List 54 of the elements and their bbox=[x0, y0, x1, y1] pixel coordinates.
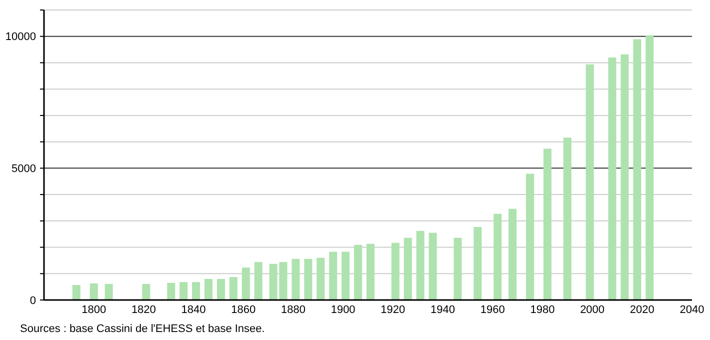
y-tick-label: 10000 bbox=[5, 31, 36, 44]
bar bbox=[72, 284, 80, 300]
bar bbox=[494, 214, 502, 300]
x-tick-label: 1860 bbox=[231, 304, 256, 316]
bar bbox=[167, 282, 176, 300]
bar bbox=[404, 238, 412, 300]
bar bbox=[508, 208, 517, 300]
bar bbox=[204, 278, 212, 300]
bar bbox=[428, 232, 437, 300]
bar bbox=[269, 264, 278, 300]
x-tick-label: 1820 bbox=[131, 304, 156, 316]
bar bbox=[474, 226, 482, 300]
bar bbox=[329, 252, 338, 300]
bar bbox=[543, 148, 552, 300]
bar bbox=[391, 242, 400, 300]
y-tick-label: 5000 bbox=[12, 163, 36, 176]
bar bbox=[292, 258, 300, 300]
x-tick-label: 1840 bbox=[181, 304, 206, 316]
bar bbox=[142, 284, 150, 300]
bar bbox=[304, 258, 312, 300]
x-tick-label: 2040 bbox=[680, 304, 704, 316]
bar bbox=[254, 262, 262, 300]
bar bbox=[646, 35, 654, 300]
bar bbox=[620, 54, 629, 300]
bar bbox=[416, 230, 424, 300]
bar bbox=[242, 268, 250, 300]
bar bbox=[366, 244, 374, 300]
x-tick-label: 2000 bbox=[580, 304, 605, 316]
source-note: Sources : base Cassini de l'EHESS et base Insee. bbox=[20, 323, 265, 335]
x-tick-label: 1960 bbox=[480, 304, 505, 316]
x-tick-label: 1800 bbox=[82, 304, 106, 316]
bar bbox=[526, 174, 534, 300]
x-tick-label: 1940 bbox=[430, 304, 456, 316]
bar bbox=[180, 282, 188, 300]
bar bbox=[586, 64, 594, 300]
bar bbox=[279, 262, 288, 300]
x-tick-label: 1920 bbox=[380, 304, 406, 316]
x-tick-label: 1980 bbox=[530, 304, 555, 316]
bar bbox=[454, 238, 462, 300]
bar bbox=[316, 258, 325, 300]
bar bbox=[563, 138, 572, 300]
y-tick-label: 0 bbox=[30, 294, 36, 307]
bar bbox=[354, 244, 362, 300]
x-tick-label: 1880 bbox=[280, 304, 306, 316]
bar bbox=[104, 284, 113, 300]
bar bbox=[90, 283, 98, 300]
bar bbox=[608, 57, 616, 300]
bar bbox=[192, 282, 200, 300]
bar bbox=[633, 39, 642, 300]
bar bbox=[342, 252, 350, 300]
x-tick-label: 2020 bbox=[630, 304, 654, 316]
bar bbox=[216, 278, 225, 300]
x-tick-label: 1900 bbox=[330, 304, 356, 316]
bar bbox=[229, 277, 238, 300]
